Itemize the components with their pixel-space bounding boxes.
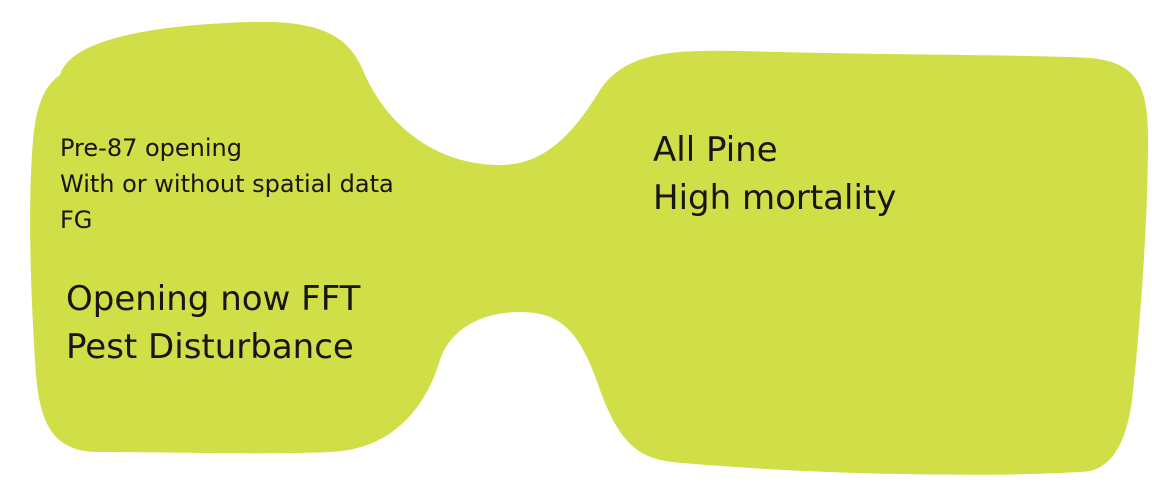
pest-disturbance-label: Pest Disturbance (66, 327, 354, 367)
high-mortality-label: High mortality (653, 178, 897, 218)
left-lobe-small-text: Pre-87 opening With or without spatial d… (60, 130, 394, 238)
two-lobe-blob (30, 21, 1149, 475)
right-lobe-text: All Pine High mortality (653, 126, 896, 222)
pre-87-opening-label: Pre-87 opening (60, 134, 242, 162)
fg-label: FG (60, 206, 93, 234)
left-lobe-large-text: Opening now FFT Pest Disturbance (66, 275, 360, 371)
all-pine-label: All Pine (653, 130, 778, 170)
spatial-data-label: With or without spatial data (60, 170, 394, 198)
opening-now-fft-label: Opening now FFT (66, 279, 361, 319)
